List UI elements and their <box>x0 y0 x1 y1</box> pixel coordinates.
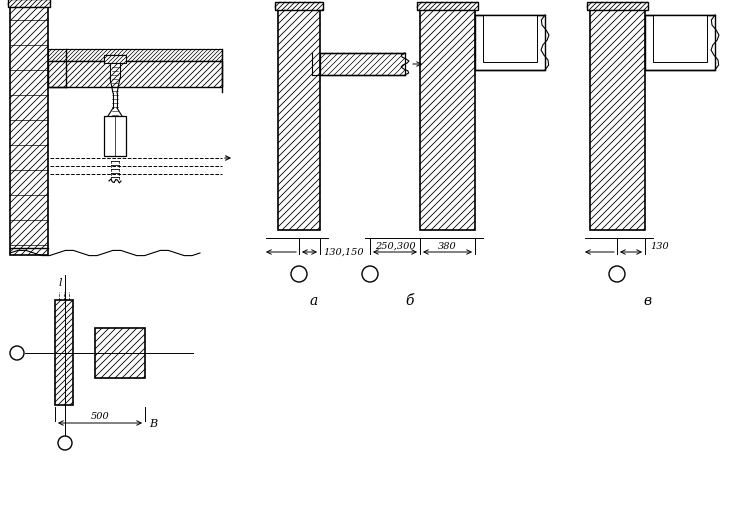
Text: а: а <box>310 293 318 308</box>
Text: 250,300: 250,300 <box>375 241 415 250</box>
Text: 130: 130 <box>650 241 669 250</box>
Bar <box>95 328 145 378</box>
Bar <box>645 16 715 71</box>
Bar <box>587 3 648 11</box>
Bar <box>653 16 707 63</box>
Bar <box>278 11 320 231</box>
Text: в: в <box>643 293 651 308</box>
Bar <box>275 3 323 11</box>
Bar <box>48 62 222 88</box>
Text: l: l <box>58 277 62 287</box>
Bar <box>417 3 478 11</box>
Bar <box>420 11 475 231</box>
Bar <box>8 0 50 8</box>
Text: 380: 380 <box>438 241 457 250</box>
Text: б: б <box>406 293 414 308</box>
Bar <box>320 54 405 76</box>
Bar <box>55 300 73 405</box>
Text: 500: 500 <box>91 411 110 420</box>
Text: B: B <box>149 418 157 428</box>
Bar <box>48 50 222 62</box>
Bar <box>475 16 545 71</box>
Bar <box>104 56 126 64</box>
Bar <box>590 11 645 231</box>
Bar <box>10 8 48 256</box>
Bar <box>104 117 126 157</box>
Text: 130,150: 130,150 <box>323 247 364 256</box>
Bar <box>483 16 537 63</box>
